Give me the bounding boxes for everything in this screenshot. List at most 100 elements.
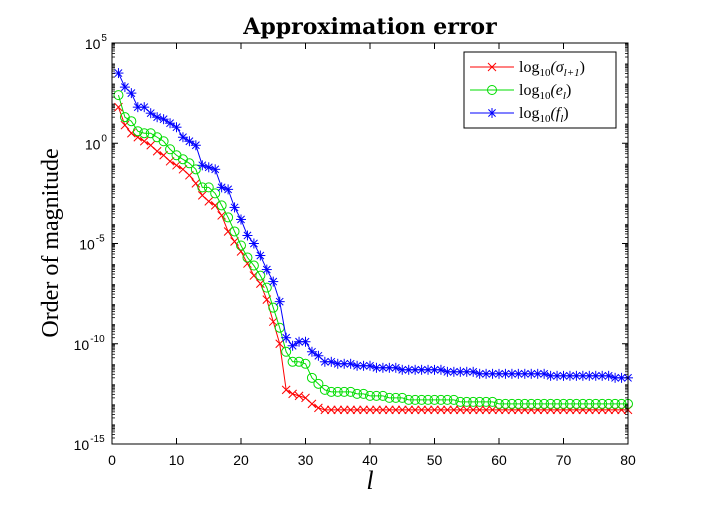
series-1-point-52 [443,405,452,415]
series-1-point-36 [339,405,349,415]
series-1-point-48 [417,405,426,415]
series-2-point-32 [313,378,324,389]
series-3-point-60 [494,368,504,379]
series-2-point-1 [113,90,124,101]
series-3-point-34 [326,356,337,367]
series-2-point-79 [616,398,627,409]
series-3-point-53 [448,366,459,377]
series-2-point-60 [494,398,504,409]
series-3-point-65 [526,368,537,379]
series-1-point-35 [333,405,343,415]
y-tick-label-exponent: -5 [96,234,105,245]
series-2-point-43 [384,392,395,403]
series-2-point-21 [242,252,253,263]
series-2-point-16 [210,188,221,199]
series-3-point-26 [274,296,285,307]
series-3-point-12 [184,136,195,147]
series-2-point-22 [248,260,259,271]
series-2-point-59 [487,396,498,407]
series-3-point-23 [255,250,266,261]
series-2-point-24 [261,282,272,293]
series-2-point-23 [255,270,266,281]
series-3-point-72 [571,370,582,381]
series-2-point-38 [352,388,363,399]
series-3-point-40 [365,360,375,371]
series-2-point-77 [603,398,614,409]
series-1-point-50 [430,405,439,415]
legend-label: log10(fl) [519,105,569,125]
series-1-point-46 [404,405,414,415]
series-1-point-54 [455,405,465,415]
series-2-point-68 [545,398,556,409]
series-2-point-5 [139,128,150,139]
series-2-point-56 [468,396,479,407]
series-1-point-53 [449,405,459,415]
series-2-point-18 [223,212,234,223]
series-1-point-3 [126,128,136,138]
series-2-point-3 [126,116,137,127]
series-3-point-74 [584,370,595,381]
series-2-point-62 [506,398,517,409]
y-tick-label-base: 10 [74,337,90,353]
series-1-point-29 [294,391,304,401]
series-2-point-17 [216,200,227,211]
series-2-point-13 [190,164,201,175]
series-2-point-8 [158,136,169,147]
series-2-point-66 [532,398,543,409]
series-layer [113,68,633,415]
series-2-point-65 [526,398,537,409]
series-3-point-21 [242,230,253,241]
series-1-point-12 [185,170,194,180]
series-1-point-10 [172,160,181,170]
y-tick-label-base: 10 [85,136,101,152]
series-2-point-64 [519,398,530,409]
series-2 [113,90,633,409]
series-3-point-10 [171,122,182,133]
series-1-point-17 [217,211,227,220]
series-3-point-44 [390,362,401,373]
series-1-point-43 [384,405,394,415]
series-1-point-13 [191,178,201,188]
series-2-point-42 [377,390,388,401]
chart-title: Approximation error [242,14,497,40]
series-3-point-9 [165,118,176,129]
series-3-point-16 [210,164,221,175]
series-3-point-7 [152,112,163,123]
series-3-point-38 [352,360,363,371]
series-3-point-14 [197,160,208,171]
series-2-point-20 [236,240,246,251]
series-3-point-6 [145,108,156,119]
series-2-point-48 [416,394,427,405]
series-1-point-51 [436,405,446,415]
series-2-line [117,94,628,405]
series-3-point-25 [268,276,279,287]
series-3-point-24 [261,264,272,275]
series-3-point-75 [590,370,601,381]
legend-marker [487,85,497,95]
x-tick-label: 70 [556,452,572,468]
series-3-point-35 [332,358,343,369]
series-2-point-15 [203,182,214,193]
y-tick-label-base: 10 [85,36,101,52]
series-2-point-52 [442,394,453,405]
series-1-point-56 [468,405,478,415]
series-2-point-76 [597,398,608,409]
series-1-point-7 [152,146,162,156]
y-tick-label-exponent: -10 [90,334,105,345]
series-2-point-28 [287,356,298,367]
series-1-point-58 [481,405,491,415]
legend-label: log10(el) [519,82,571,102]
series-2-point-29 [294,356,305,367]
series-2-point-44 [390,392,401,403]
series-3-point-63 [513,368,524,379]
y-axis-label: Order of magnitude [38,148,64,337]
legend-label: log10(σl+1) [519,59,585,79]
series-2-point-54 [455,396,466,407]
series-1-point-59 [488,405,497,415]
legend: log10(σl+1) log10(el) log10(fl) [463,51,617,129]
legend-entry-2: log10(el) [470,82,571,102]
series-1-point-38 [352,405,362,415]
series-2-point-72 [571,398,582,409]
series-1-point-15 [204,197,214,206]
